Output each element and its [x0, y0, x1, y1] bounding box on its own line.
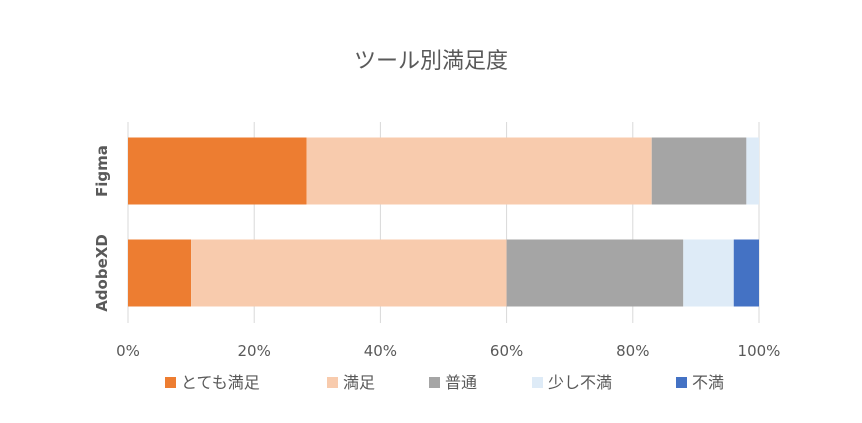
chart-title: ツール別満足度 [354, 49, 508, 74]
bars [128, 137, 759, 307]
bar-segment [191, 239, 507, 307]
legend: とても満足 満足 普通 少し不満 不満 [165, 373, 724, 392]
legend-label: 不満 [692, 373, 724, 392]
x-tick-label: 40% [364, 342, 397, 360]
bar-segment [306, 137, 652, 205]
legend-swatch [676, 377, 687, 388]
x-tick-label: 80% [616, 342, 649, 360]
bar-segment [683, 239, 734, 307]
category-labels: Figma AdobeXD [93, 145, 111, 312]
category-label: Figma [93, 145, 111, 197]
legend-label: 満足 [343, 373, 375, 392]
legend-swatch [165, 377, 176, 388]
category-label: AdobeXD [93, 234, 111, 312]
legend-swatch [532, 377, 543, 388]
bar-segment [746, 137, 759, 205]
bar-segment [651, 137, 747, 205]
bar-segment [128, 137, 307, 205]
x-axis-ticks: 0% 20% 40% 60% 80% 100% [116, 342, 780, 360]
legend-label: 普通 [445, 373, 477, 392]
x-tick-label: 20% [238, 342, 271, 360]
bar-segment [506, 239, 684, 307]
x-tick-label: 100% [738, 342, 781, 360]
x-tick-label: 60% [490, 342, 523, 360]
legend-swatch [429, 377, 440, 388]
legend-swatch [327, 377, 338, 388]
bar-segment [733, 239, 759, 307]
bar-segment [128, 239, 192, 307]
x-tick-label: 0% [116, 342, 140, 360]
legend-label: とても満足 [181, 373, 260, 392]
legend-label: 少し不満 [548, 373, 612, 392]
